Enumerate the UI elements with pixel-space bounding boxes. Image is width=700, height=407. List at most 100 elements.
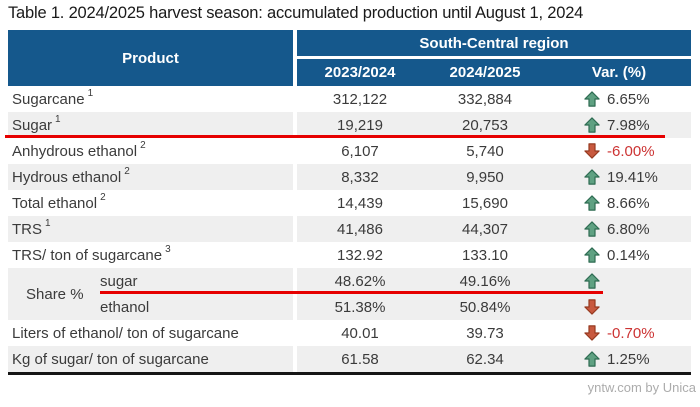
up-arrow-icon bbox=[583, 117, 600, 134]
share-label-area: Share % sugar ethanol bbox=[8, 268, 293, 320]
row-label-cell: TRS 1 bbox=[8, 216, 293, 242]
column-header-var: Var. (%) bbox=[591, 64, 647, 81]
value-2023-2024: 19,219 bbox=[337, 116, 383, 134]
variation-cell: 7.98% bbox=[547, 112, 691, 138]
table-row: TRS/ ton of sugarcane 3 132.92 133.10 0.1… bbox=[8, 242, 691, 268]
row-label-cell: Sugar 1 bbox=[8, 112, 293, 138]
row-values: 6,107 5,740 -6.00% bbox=[297, 138, 691, 164]
value-2023-2024: 48.62% bbox=[334, 272, 386, 290]
variation-cell: 1.25% bbox=[547, 346, 691, 372]
value-2024-2025: 49.16% bbox=[459, 272, 511, 290]
table-row: Liters of ethanol/ ton of sugarcane 40.0… bbox=[8, 320, 691, 346]
table-row: TRS 1 41,486 44,307 6.80% bbox=[8, 216, 691, 242]
row-label: Sugarcane bbox=[12, 90, 85, 108]
table-rows-bottom: Liters of ethanol/ ton of sugarcane 40.0… bbox=[8, 320, 691, 372]
row-label-cell: Anhydrous ethanol 2 bbox=[8, 138, 293, 164]
variation-value: 8.66% bbox=[607, 194, 650, 212]
row-values: 132.92 133.10 0.14% bbox=[297, 242, 691, 268]
row-label: Hydrous ethanol bbox=[12, 168, 122, 186]
down-arrow-icon bbox=[583, 143, 600, 160]
row-label: Total ethanol bbox=[12, 194, 98, 212]
footnote-marker: 1 bbox=[87, 88, 94, 99]
row-label-cell: Liters of ethanol/ ton of sugarcane bbox=[8, 320, 293, 346]
variation-cell bbox=[547, 268, 691, 294]
footnote-marker: 1 bbox=[45, 218, 51, 229]
row-label: TRS bbox=[12, 220, 42, 238]
down-arrow-icon bbox=[583, 299, 600, 316]
value-2023-2024: 8,332 bbox=[341, 168, 379, 186]
value-2024-2025: 20,753 bbox=[462, 116, 508, 134]
red-underline-share-sugar bbox=[100, 291, 603, 294]
row-values: 40.01 39.73 -0.70% bbox=[297, 320, 691, 346]
variation-value: 7.98% bbox=[607, 116, 650, 134]
table-row: Sugarcane 1 312,122 332,884 6.65% bbox=[8, 86, 691, 112]
variation-cell: -0.70% bbox=[547, 320, 691, 346]
row-values: 51.38% 50.84% bbox=[297, 294, 691, 320]
row-label: Sugar bbox=[12, 116, 53, 134]
up-arrow-icon bbox=[583, 351, 600, 368]
variation-value: 6.65% bbox=[607, 90, 650, 108]
row-label: Kg of sugar/ ton of sugarcane bbox=[12, 350, 209, 368]
row-values: 41,486 44,307 6.80% bbox=[297, 216, 691, 242]
value-2023-2024: 6,107 bbox=[341, 142, 379, 160]
value-2024-2025: 44,307 bbox=[462, 220, 508, 238]
row-values: 48.62% 49.16% bbox=[297, 268, 691, 294]
value-2024-2025: 9,950 bbox=[466, 168, 504, 186]
up-arrow-icon bbox=[583, 169, 600, 186]
column-header-2024-2025: 2024/2025 bbox=[449, 64, 521, 81]
row-label-cell: Total ethanol 2 bbox=[8, 190, 293, 216]
row-label-cell: TRS/ ton of sugarcane 3 bbox=[8, 242, 293, 268]
variation-cell bbox=[547, 294, 691, 320]
footnote-marker: 1 bbox=[55, 114, 61, 125]
share-sub-labels: sugar ethanol bbox=[100, 268, 293, 320]
page-title: Table 1. 2024/2025 harvest season: accum… bbox=[8, 4, 584, 22]
share-sub-label-ethanol: ethanol bbox=[100, 298, 150, 316]
variation-cell: 6.65% bbox=[547, 86, 691, 112]
value-2023-2024: 312,122 bbox=[332, 90, 388, 108]
variation-cell: -6.00% bbox=[547, 138, 691, 164]
up-arrow-icon bbox=[583, 247, 600, 264]
value-2024-2025: 5,740 bbox=[466, 142, 504, 160]
share-values: 48.62% 49.16% 51.38% 50.84% bbox=[297, 268, 691, 320]
row-label: Anhydrous ethanol bbox=[12, 142, 138, 160]
variation-value: 0.14% bbox=[607, 246, 650, 264]
table-row: Hydrous ethanol 2 8,332 9,950 19.41% bbox=[8, 164, 691, 190]
value-2024-2025: 62.34 bbox=[466, 350, 504, 368]
value-2023-2024: 14,439 bbox=[337, 194, 383, 212]
value-2023-2024: 41,486 bbox=[337, 220, 383, 238]
region-header: South-Central region bbox=[297, 30, 691, 56]
row-values: 8,332 9,950 19.41% bbox=[297, 164, 691, 190]
footnote-marker: 3 bbox=[165, 244, 171, 255]
value-2023-2024: 51.38% bbox=[334, 298, 386, 316]
down-arrow-icon bbox=[583, 325, 600, 342]
product-column-header: Product bbox=[8, 30, 293, 86]
variation-cell: 6.80% bbox=[547, 216, 691, 242]
variation-value: -6.00% bbox=[607, 142, 655, 160]
value-2024-2025: 133.10 bbox=[462, 246, 508, 264]
up-arrow-icon bbox=[583, 273, 600, 290]
value-2024-2025: 50.84% bbox=[459, 298, 511, 316]
value-2023-2024: 61.58 bbox=[341, 350, 379, 368]
variation-cell: 8.66% bbox=[547, 190, 691, 216]
row-label: Liters of ethanol/ ton of sugarcane bbox=[12, 324, 239, 342]
up-arrow-icon bbox=[583, 91, 600, 108]
harvest-table: Product South-Central region 2023/2024 2… bbox=[5, 30, 691, 375]
value-2024-2025: 15,690 bbox=[462, 194, 508, 212]
footnote-marker: 2 bbox=[124, 166, 130, 177]
row-label-cell: Hydrous ethanol 2 bbox=[8, 164, 293, 190]
up-arrow-icon bbox=[583, 195, 600, 212]
variation-value: 19.41% bbox=[607, 168, 658, 186]
red-underline-sugar bbox=[5, 135, 665, 138]
share-sub-label-sugar: sugar bbox=[100, 272, 138, 290]
row-values: 14,439 15,690 8.66% bbox=[297, 190, 691, 216]
value-2023-2024: 40.01 bbox=[341, 324, 379, 342]
column-header-2023-2024: 2023/2024 bbox=[324, 64, 396, 81]
table-rows-top: Sugarcane 1 312,122 332,884 6.65% Sugar 1 … bbox=[8, 86, 691, 268]
row-label-cell: Sugarcane 1 bbox=[8, 86, 293, 112]
up-arrow-icon bbox=[583, 221, 600, 238]
source-credit: yntw.com by Unica bbox=[587, 380, 696, 395]
variation-cell: 19.41% bbox=[547, 164, 691, 190]
column-headers-row: 2023/2024 2024/2025 Var. (%) bbox=[297, 59, 691, 86]
row-values: 19,219 20,753 7.98% bbox=[297, 112, 691, 138]
